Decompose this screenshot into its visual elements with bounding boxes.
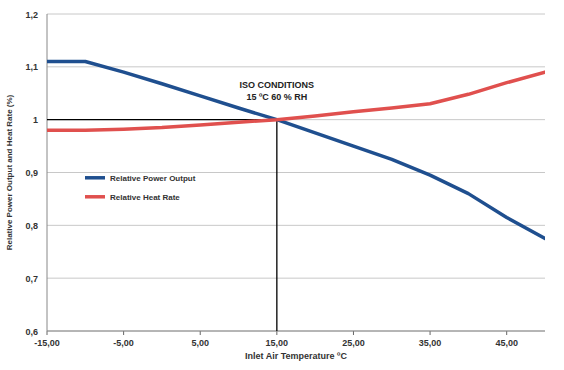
x-tick bbox=[353, 331, 354, 335]
series-group bbox=[47, 62, 545, 239]
x-tick bbox=[47, 331, 48, 335]
grid-line bbox=[47, 331, 545, 332]
reference-horizontal bbox=[47, 119, 277, 120]
x-axis bbox=[47, 331, 545, 332]
grid-line bbox=[47, 66, 545, 67]
annotation: ISO CONDITIONS bbox=[240, 80, 315, 90]
y-tick-label: 0,6 bbox=[25, 327, 38, 337]
x-tick-label: -5,00 bbox=[113, 338, 134, 348]
y-tick-label: 1 bbox=[33, 115, 38, 125]
x-tick bbox=[506, 331, 507, 335]
x-tick bbox=[430, 331, 431, 335]
reference-vertical bbox=[276, 120, 277, 331]
x-axis-label: Inlet Air Temperature ºC bbox=[245, 351, 347, 361]
x-tick-label: 45,00 bbox=[495, 338, 518, 348]
legend-swatch bbox=[85, 195, 105, 199]
x-tick-label: -15,00 bbox=[34, 338, 60, 348]
x-tick bbox=[200, 331, 201, 335]
chart: 0,6 0,7 0,8 0,9 1 1,1 1,2 -15,00 -5,00 5,00 15,00 2… bbox=[0, 0, 564, 370]
y-axis-label: Relative Power Output and Heat Rate (%) bbox=[5, 94, 14, 250]
x-tick-label: 35,00 bbox=[419, 338, 442, 348]
y-tick-label: 0,9 bbox=[25, 168, 38, 178]
grid-line bbox=[47, 225, 545, 226]
y-tick-label: 1,1 bbox=[25, 62, 38, 72]
series-line bbox=[47, 72, 545, 130]
x-tick bbox=[123, 331, 124, 335]
x-tick-label: 15,00 bbox=[266, 338, 289, 348]
x-tick-label: 25,00 bbox=[342, 338, 365, 348]
y-tick-label: 0,7 bbox=[25, 274, 38, 284]
legend-label: Relative Power Output bbox=[110, 174, 196, 183]
grid-line bbox=[47, 14, 545, 15]
grid-line bbox=[47, 278, 545, 279]
y-tick-label: 0,8 bbox=[25, 221, 38, 231]
x-tick-label: 5,00 bbox=[191, 338, 209, 348]
y-tick-label: 1,2 bbox=[25, 10, 38, 20]
series-line bbox=[47, 62, 545, 239]
legend-swatch bbox=[85, 176, 105, 180]
x-tick bbox=[276, 331, 277, 335]
annotation: 15 ºC 60 % RH bbox=[246, 92, 307, 102]
legend-label: Relative Heat Rate bbox=[110, 193, 180, 202]
